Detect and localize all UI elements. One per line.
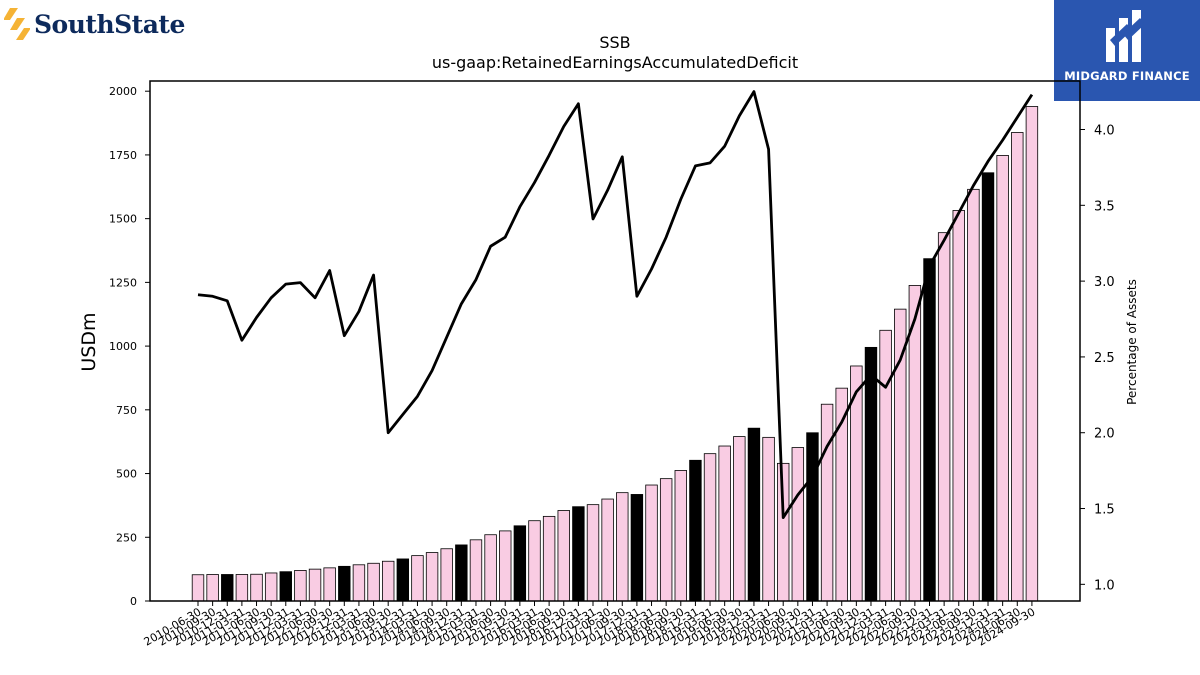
bar-2012-09-30 <box>323 567 336 602</box>
y2-axis-ticks: 1.0 1.5 2.0 2.5 3.0 3.5 4.0 <box>1080 124 1115 593</box>
bar-2014-12-31 <box>455 544 468 602</box>
bar-2011-06-30 <box>250 573 263 602</box>
bar-2012-03-31 <box>294 570 307 602</box>
bar-2014-06-30 <box>425 552 439 602</box>
y-axis-ticks: 0 250 500 750 1000 1250 1500 1750 2000 <box>109 85 150 608</box>
bar-2020-09-30 <box>791 447 805 602</box>
bar-2024-03-31 <box>996 155 1009 602</box>
y2-axis-label: Percentage of Assets <box>1125 279 1139 405</box>
bar-2022-12-31 <box>923 258 936 602</box>
midgard-logo-text: MIDGARD FINANCE <box>1064 69 1190 83</box>
y-axis-label: USDm <box>78 312 100 371</box>
bar-2011-09-30 <box>264 572 278 602</box>
y2-tick-label: 1.5 <box>1094 503 1115 518</box>
bar-2013-12-31 <box>396 558 410 602</box>
bar-2010-12-31 <box>221 574 234 602</box>
bar-2023-09-30 <box>967 188 980 602</box>
bar-2011-12-31 <box>279 571 292 602</box>
bar-2020-03-31 <box>762 436 775 602</box>
y2-tick-label: 2.0 <box>1094 427 1115 442</box>
bar-2019-06-30 <box>718 445 731 602</box>
bar-2021-12-31 <box>864 346 878 602</box>
bar-2015-06-30 <box>484 534 497 602</box>
bar-2018-03-31 <box>645 484 658 602</box>
y-tick-label: 1500 <box>109 213 137 226</box>
bar-2023-12-31 <box>981 172 995 602</box>
chart-subtitle: us-gaap:RetainedEarningsAccumulatedDefic… <box>432 53 798 72</box>
bar-2016-03-31 <box>528 520 541 602</box>
chart-title: SSB <box>599 33 630 52</box>
bar-2016-12-31 <box>572 506 585 602</box>
southstate-logo: SouthState <box>4 4 185 44</box>
bar-2012-12-31 <box>338 565 351 602</box>
southstate-logo-text: SouthState <box>34 9 185 39</box>
bar-2019-03-31 <box>703 453 717 602</box>
y2-tick-label: 1.0 <box>1094 578 1115 593</box>
y2-tick-label: 2.5 <box>1094 351 1115 366</box>
line-series <box>197 90 1034 520</box>
y-tick-label: 2000 <box>109 85 137 98</box>
bar-2017-06-30 <box>601 498 614 602</box>
bar-2022-03-31 <box>879 329 892 602</box>
bar-2017-03-31 <box>586 504 600 602</box>
bar-2015-03-31 <box>469 539 483 602</box>
y2-tick-label: 3.0 <box>1094 275 1115 290</box>
bar-2010-06-30 <box>191 574 205 602</box>
bar-2023-03-31 <box>937 232 951 602</box>
y-tick-label: 1250 <box>109 276 137 289</box>
bar-2022-06-30 <box>894 308 907 602</box>
bar-2015-09-30 <box>499 530 512 602</box>
x-axis-ticks: 2010-06-302010-09-302010-12-312011-03-31… <box>142 601 1037 649</box>
bar-2016-09-30 <box>557 510 570 602</box>
y-tick-label: 1000 <box>109 340 137 353</box>
y2-tick-label: 3.5 <box>1094 199 1115 214</box>
y2-tick-label: 4.0 <box>1094 124 1115 139</box>
bar-2023-06-30 <box>952 210 965 602</box>
y-tick-label: 1750 <box>109 149 137 162</box>
bar-2015-12-31 <box>513 525 527 602</box>
southstate-mark-icon <box>4 8 30 40</box>
bar-2019-09-30 <box>733 436 746 602</box>
pct-assets-line <box>197 90 1034 520</box>
bar-2018-12-31 <box>689 459 702 602</box>
bar-2010-09-30 <box>206 574 219 602</box>
bar-2017-09-30 <box>616 492 629 602</box>
bar-2018-09-30 <box>674 470 687 602</box>
bar-2014-09-30 <box>440 548 453 602</box>
bar-2018-06-30 <box>659 478 673 602</box>
y-tick-label: 500 <box>116 468 137 481</box>
bar-2014-03-31 <box>411 555 424 602</box>
bar-2013-06-30 <box>367 562 380 602</box>
bar-2017-12-31 <box>630 494 644 602</box>
y-tick-label: 750 <box>116 404 137 417</box>
bar-2020-12-31 <box>806 432 819 602</box>
bar-2024-09-30 <box>1025 106 1039 602</box>
bar-2024-06-30 <box>1011 132 1024 602</box>
y-tick-label: 0 <box>130 595 137 608</box>
midgard-mark-icon <box>1106 10 1145 62</box>
bar-2019-12-31 <box>747 427 761 602</box>
bar-2013-03-31 <box>352 564 366 602</box>
bar-2016-06-30 <box>542 515 556 602</box>
bar-2012-06-30 <box>308 568 322 602</box>
y-tick-label: 250 <box>116 531 137 544</box>
bar-2011-03-31 <box>235 574 249 602</box>
bar-2013-09-30 <box>381 560 395 602</box>
bar-series <box>191 106 1039 602</box>
bar-2021-03-31 <box>820 403 834 602</box>
midgard-finance-logo: MIDGARD FINANCE <box>1054 0 1200 101</box>
plot-frame <box>149 80 1081 602</box>
